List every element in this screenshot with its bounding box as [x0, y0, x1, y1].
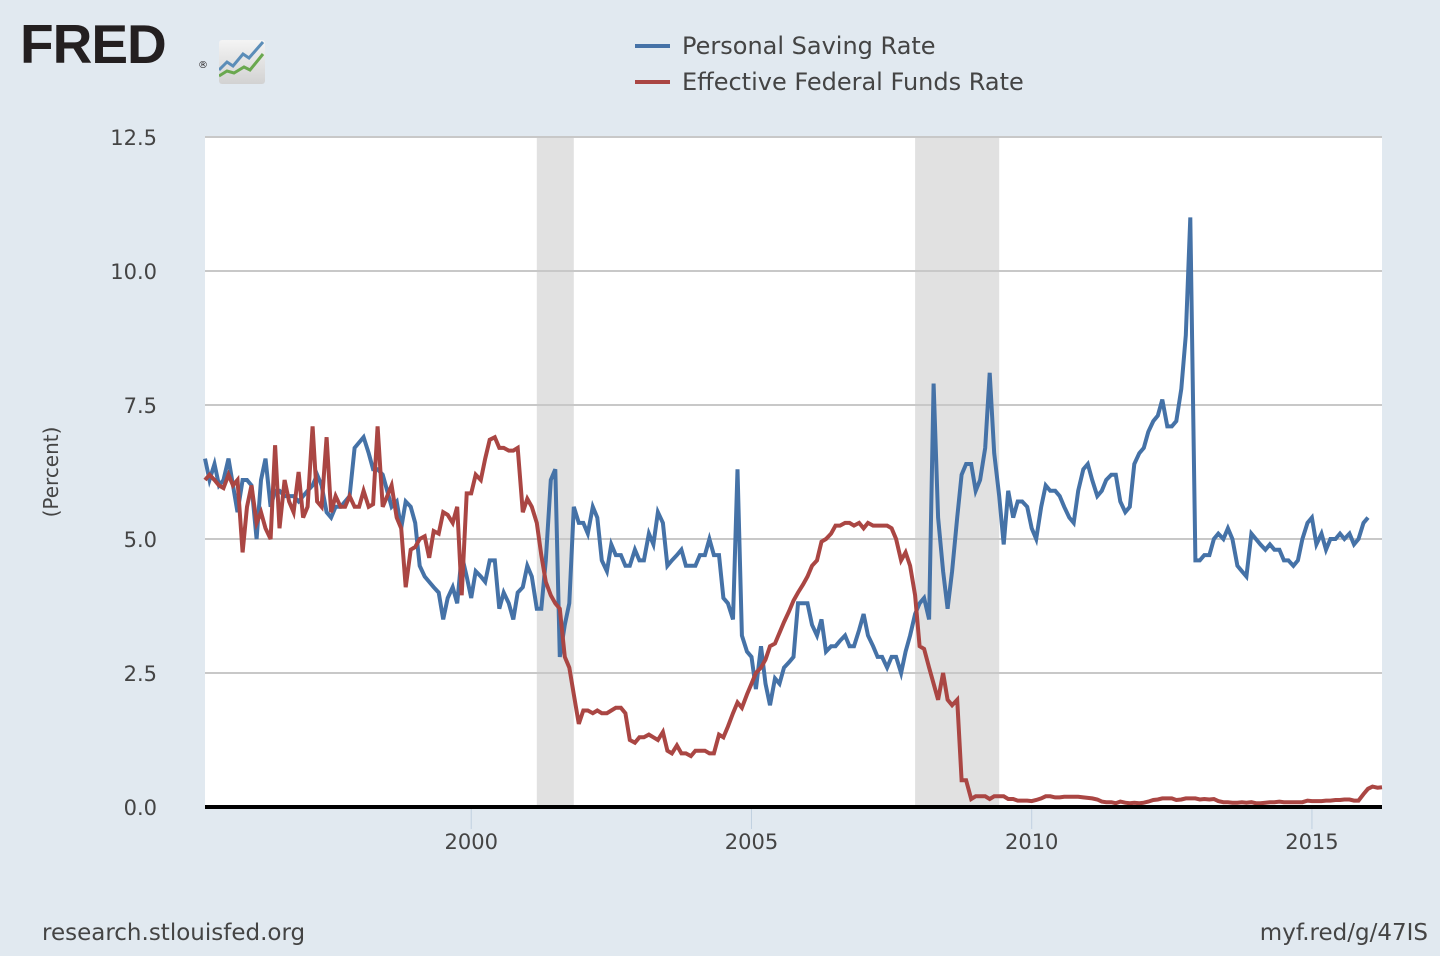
x-axis: 2000 2005 2010 2015: [444, 809, 1339, 854]
y-tick-label: 12.5: [110, 126, 157, 150]
legend-item-fedfunds[interactable]: Effective Federal Funds Rate: [635, 64, 1024, 100]
legend-swatch-fedfunds: [635, 80, 670, 84]
y-axis-label: (Percent): [39, 427, 63, 518]
y-tick-label: 7.5: [124, 394, 157, 418]
x-tick-label: 2010: [1005, 830, 1058, 854]
legend: Personal Saving Rate Effective Federal F…: [635, 28, 1024, 100]
x-tick-label: 2000: [444, 830, 497, 854]
legend-item-saving[interactable]: Personal Saving Rate: [635, 28, 1024, 64]
gridlines: [205, 136, 1382, 674]
y-tick-label: 10.0: [110, 260, 157, 284]
footer-source-link[interactable]: research.stlouisfed.org: [42, 920, 306, 946]
x-tick-label: 2015: [1285, 830, 1338, 854]
series-line-effective-federal-funds-rate: [203, 426, 1383, 806]
x-tick-label: 2005: [725, 830, 778, 854]
legend-label-fedfunds: Effective Federal Funds Rate: [682, 68, 1024, 96]
y-tick-label: 2.5: [124, 662, 157, 686]
logo-text: FRED: [20, 13, 167, 75]
y-tick-label: 5.0: [124, 528, 157, 552]
legend-label-saving: Personal Saving Rate: [682, 32, 936, 60]
plot-area: [205, 137, 1382, 807]
registered-mark: ®: [198, 60, 208, 71]
series-lines: [203, 217, 1383, 806]
recession-band: [915, 137, 1000, 807]
fred-chart-icon: [219, 40, 265, 84]
y-tick-label: 0.0: [124, 796, 157, 820]
legend-swatch-saving: [635, 44, 670, 48]
footer-short-link[interactable]: myf.red/g/47IS: [1259, 920, 1428, 946]
series-line-personal-saving-rate: [203, 217, 1370, 706]
y-axis: 0.0 2.5 5.0 7.5 10.0 12.5: [110, 126, 157, 820]
